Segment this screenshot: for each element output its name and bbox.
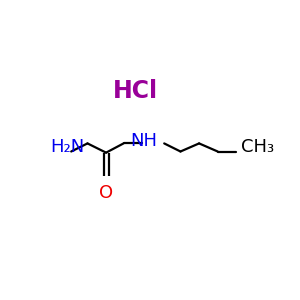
Text: NH: NH — [130, 132, 157, 150]
Text: HCl: HCl — [112, 80, 158, 103]
Text: CH₃: CH₃ — [241, 138, 274, 156]
Text: H₂N: H₂N — [50, 138, 85, 156]
Text: O: O — [99, 184, 113, 202]
